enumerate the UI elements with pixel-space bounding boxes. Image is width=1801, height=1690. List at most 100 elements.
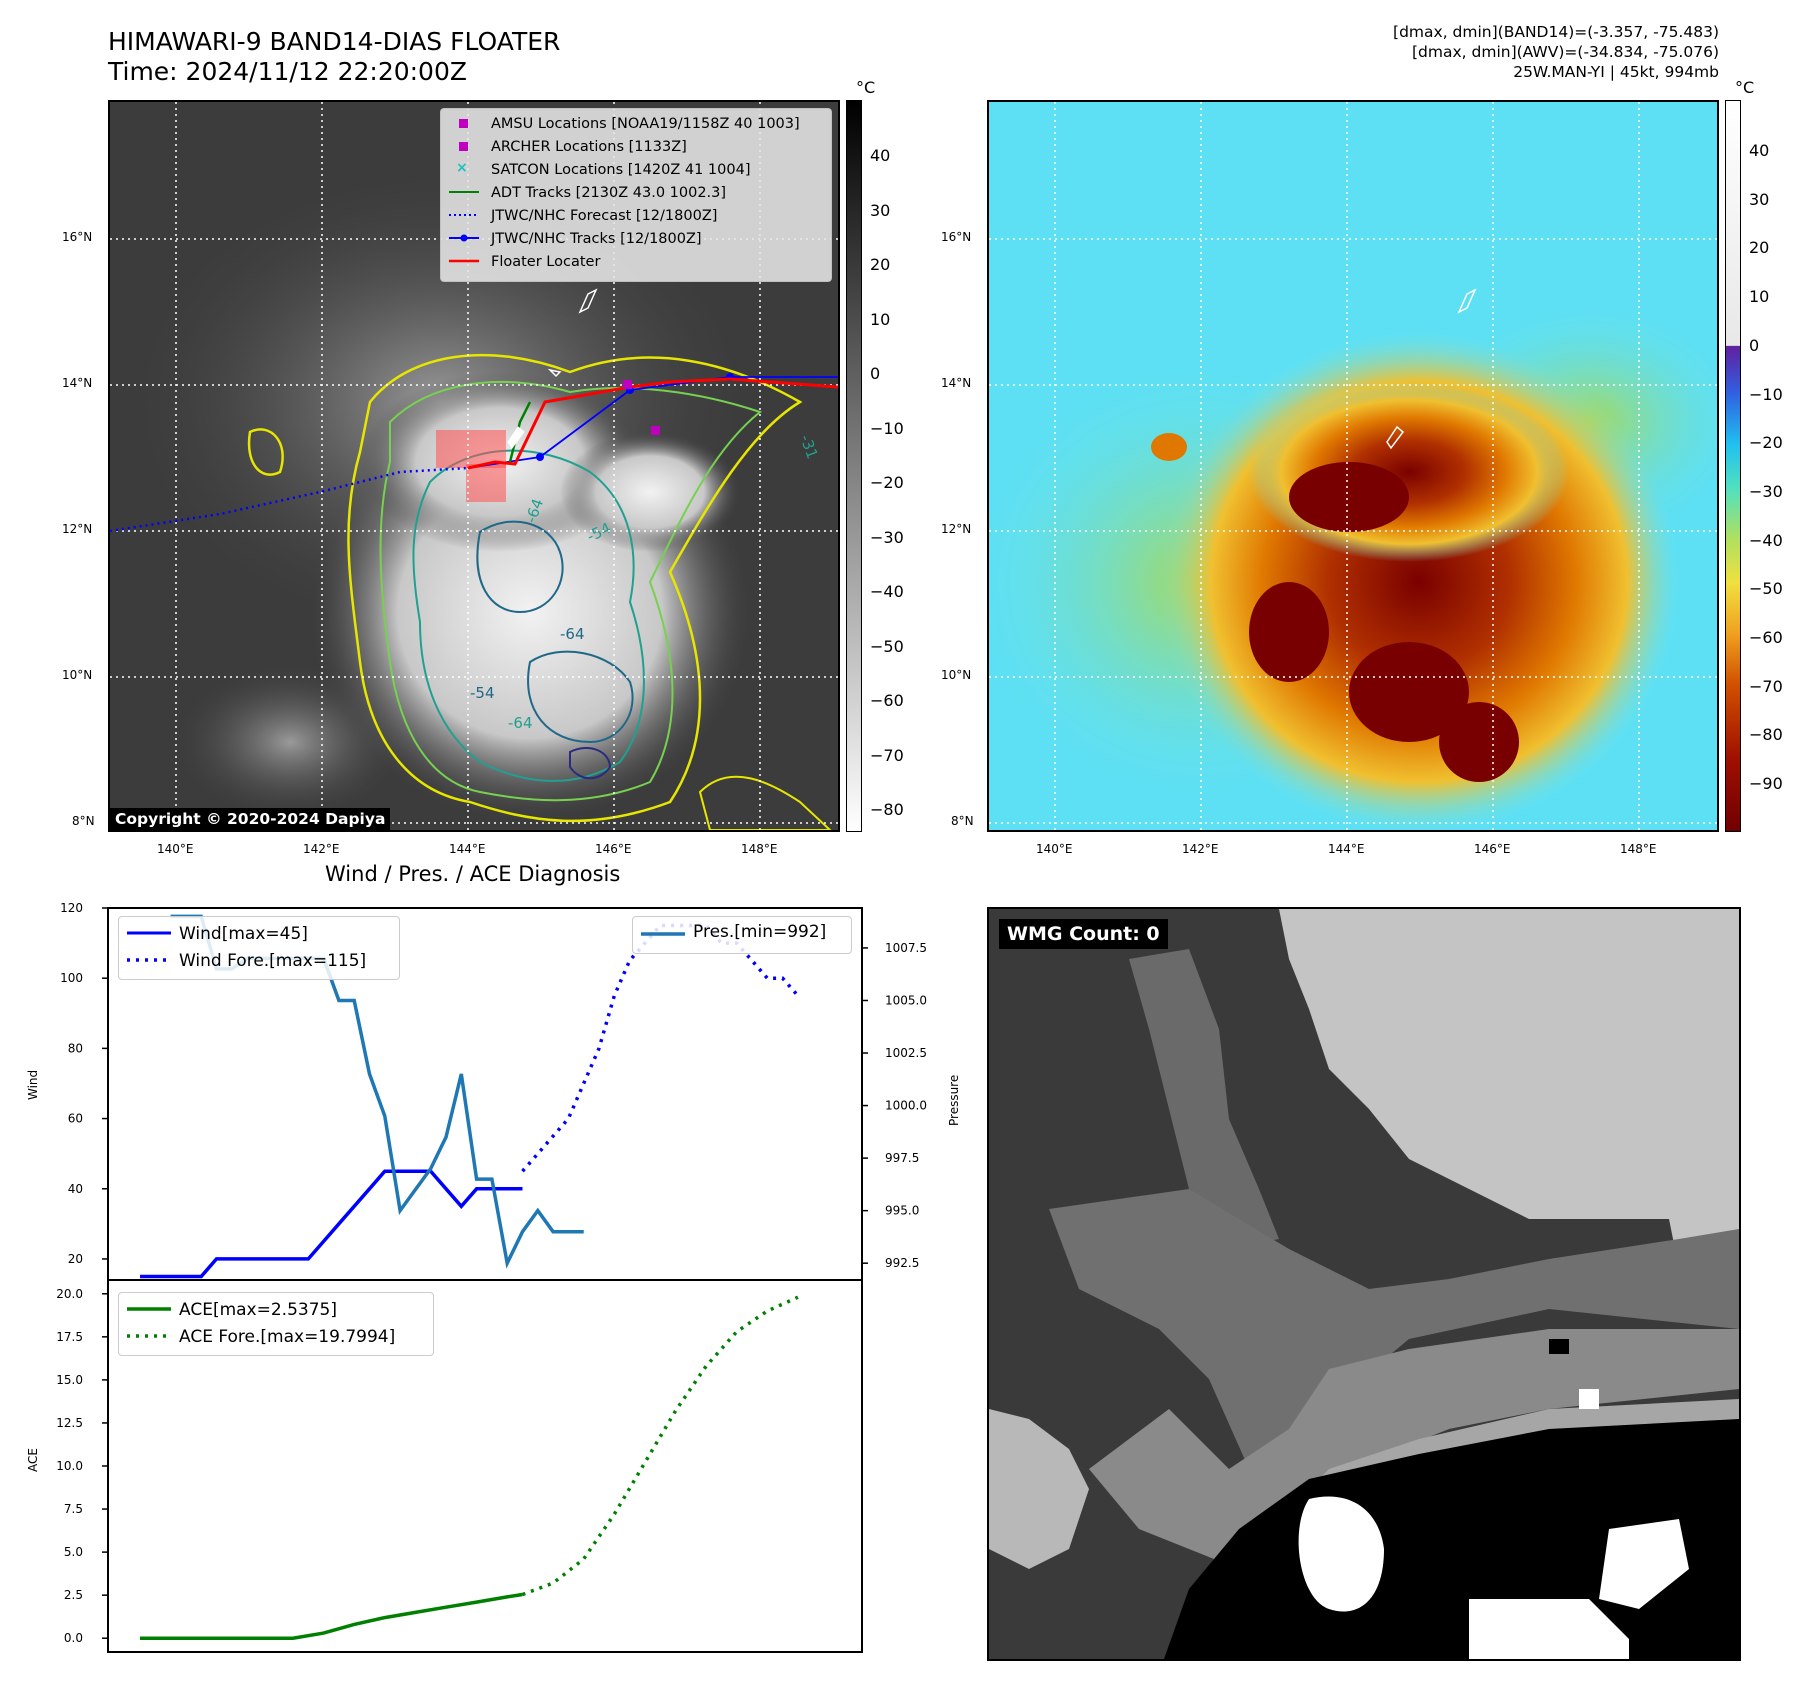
floater-box-lower xyxy=(466,464,506,502)
wind-legend-symbols xyxy=(127,931,171,962)
color-colorbar-tick: −30 xyxy=(1749,481,1783,501)
diagnosis-title: Wind / Pres. / ACE Diagnosis xyxy=(325,862,621,886)
band14-range: [dmax, dmin](BAND14)=(-3.357, -75.483) xyxy=(1393,23,1719,41)
ace-ytick-label: 10.0 xyxy=(56,1459,83,1473)
gray-colorbar-tick: 20 xyxy=(870,255,891,274)
wind-ytick-label: 80 xyxy=(68,1041,83,1055)
awv-gridlines xyxy=(989,102,1717,830)
wind-ytick-label: 120 xyxy=(60,901,83,915)
wind-ytick-label: 20 xyxy=(68,1252,83,1266)
awv-map xyxy=(989,102,1717,830)
color-colorbar xyxy=(1725,100,1741,832)
band14-map-panel: -64 -54 -64 -54 -64 -31 xyxy=(108,100,840,832)
gray-colorbar-tick: −60 xyxy=(870,691,904,710)
gray-colorbar-tick: −70 xyxy=(870,745,904,765)
pressure-ytick-label: 997.5 xyxy=(885,1151,919,1165)
wind-ytick-label: 60 xyxy=(68,1112,83,1126)
ace-fore-legend-label: ACE Fore.[max=19.7994] xyxy=(179,1327,396,1347)
chart-timestamp: Time: 2024/11/12 22:20:00Z xyxy=(108,57,467,86)
lat-label: 12°N xyxy=(62,522,93,536)
lat-label: 14°N xyxy=(941,376,972,390)
contour-label: -54 xyxy=(470,684,495,702)
adt-track xyxy=(508,401,532,463)
color-colorbar-tick: 10 xyxy=(1749,287,1770,307)
gray-colorbar-tick: −30 xyxy=(870,527,904,547)
series-line-0 xyxy=(140,1169,523,1279)
color-colorbar-tick: −10 xyxy=(1749,384,1783,404)
legend-archer-symbol xyxy=(459,142,468,151)
wmg-panel: WMG Count: 0 xyxy=(987,907,1741,1661)
lat-label: 8°N xyxy=(72,814,95,828)
amsu-marker xyxy=(623,380,632,389)
gray-colorbar-tick: −20 xyxy=(870,473,904,492)
legend-item: ARCHER Locations [1133Z] xyxy=(491,139,687,155)
lat-label: 10°N xyxy=(941,668,972,682)
pressure-ytick-label: 1007.5 xyxy=(885,941,927,955)
pressure-ytick-label: 1005.0 xyxy=(885,993,927,1007)
awv-range: [dmax, dmin](AWV)=(-34.834, -75.076) xyxy=(1412,43,1719,61)
ace-legend-symbols xyxy=(127,1307,171,1338)
lon-label: 146°E xyxy=(1474,842,1511,856)
wmg-count-label: WMG Count: 0 xyxy=(999,919,1168,949)
ace-ytick-label: 15.0 xyxy=(56,1373,83,1387)
color-colorbar-tick: 0 xyxy=(1749,335,1760,355)
lat-label: 8°N xyxy=(951,814,974,828)
legend-satcon-symbol: × xyxy=(456,160,468,176)
ace-ytick-label: 7.5 xyxy=(64,1502,83,1516)
gray-colorbar-tick: −50 xyxy=(870,636,904,656)
legend-symbols: × xyxy=(449,119,479,263)
pressure-ytick-label: 995.0 xyxy=(885,1204,919,1218)
gray-colorbar xyxy=(846,100,862,832)
gray-colorbar-tick: 40 xyxy=(870,146,891,165)
gray-colorbar-tick: 30 xyxy=(870,200,891,220)
lon-label: 140°E xyxy=(1036,842,1073,856)
color-colorbar-tick: −50 xyxy=(1749,579,1783,599)
lon-label: 140°E xyxy=(157,842,194,856)
lon-label: 144°E xyxy=(449,842,486,856)
lat-label: 16°N xyxy=(941,230,972,244)
diagnosis-chart: 120 100 80 60 40 20 1007.5 1005.0 1002.5 1000.0 99… xyxy=(56,901,927,1653)
color-colorbar-tick: 30 xyxy=(1749,189,1770,209)
lon-label: 148°E xyxy=(1620,842,1657,856)
ace-legend-label: ACE[max=2.5375] xyxy=(179,1300,337,1320)
color-colorbar-tick: −90 xyxy=(1749,774,1783,794)
pres-legend: Pres.[min=992] xyxy=(632,916,852,954)
legend-item: Floater Locater xyxy=(491,254,601,270)
color-colorbar-tick: −40 xyxy=(1749,530,1783,550)
chart-title: HIMAWARI-9 BAND14-DIAS FLOATER xyxy=(108,27,561,56)
gray-colorbar-tick: 0 xyxy=(870,364,881,383)
ace-series-line-0 xyxy=(140,1592,523,1640)
floater-locater-track xyxy=(467,377,838,470)
wind-ytick-label: 40 xyxy=(68,1182,83,1196)
legend-amsu-symbol xyxy=(459,119,468,128)
lon-label: 142°E xyxy=(303,842,340,856)
pres-legend-label: Pres.[min=992] xyxy=(693,922,827,942)
color-colorbar-tick: −20 xyxy=(1749,433,1783,453)
wind-legend: Wind[max=45] Wind Fore.[max=115] xyxy=(118,916,400,980)
island-outline xyxy=(547,368,562,378)
gray-colorbar-tick: −40 xyxy=(870,582,904,601)
ace-legend: ACE[max=2.5375] ACE Fore.[max=19.7994] xyxy=(118,1292,434,1356)
wind-ytick-label: 100 xyxy=(60,971,83,985)
color-colorbar-tick: −70 xyxy=(1749,676,1783,696)
wmg-image xyxy=(989,909,1739,1659)
island-outline xyxy=(1457,288,1477,314)
ace-ytick-label: 12.5 xyxy=(56,1416,83,1430)
ace-ytick-label: 2.5 xyxy=(64,1588,83,1602)
lat-label: 12°N xyxy=(941,522,972,536)
guam-outline xyxy=(507,426,525,449)
map-legend: × AMSU Locations [NOAA19/1158Z 40 1003] … xyxy=(440,108,832,282)
gray-colorbar-tick: 10 xyxy=(870,309,891,329)
color-colorbar-tick: 20 xyxy=(1749,238,1770,258)
ace-ytick-label: 5.0 xyxy=(64,1545,83,1559)
gray-colorbar-tick: −80 xyxy=(870,800,904,819)
lon-label: 148°E xyxy=(741,842,778,856)
lat-label: 16°N xyxy=(62,230,93,244)
contour-label: -64 xyxy=(508,714,533,732)
legend-item: JTWC/NHC Forecast [12/1800Z] xyxy=(491,208,718,224)
lon-label: 142°E xyxy=(1182,842,1219,856)
pressure-ytick-label: 1000.0 xyxy=(885,1099,927,1113)
pressure-ytick-label: 1002.5 xyxy=(885,1046,927,1060)
ace-series-line-1 xyxy=(521,1295,799,1597)
gray-colorbar-tick: −10 xyxy=(870,418,904,438)
